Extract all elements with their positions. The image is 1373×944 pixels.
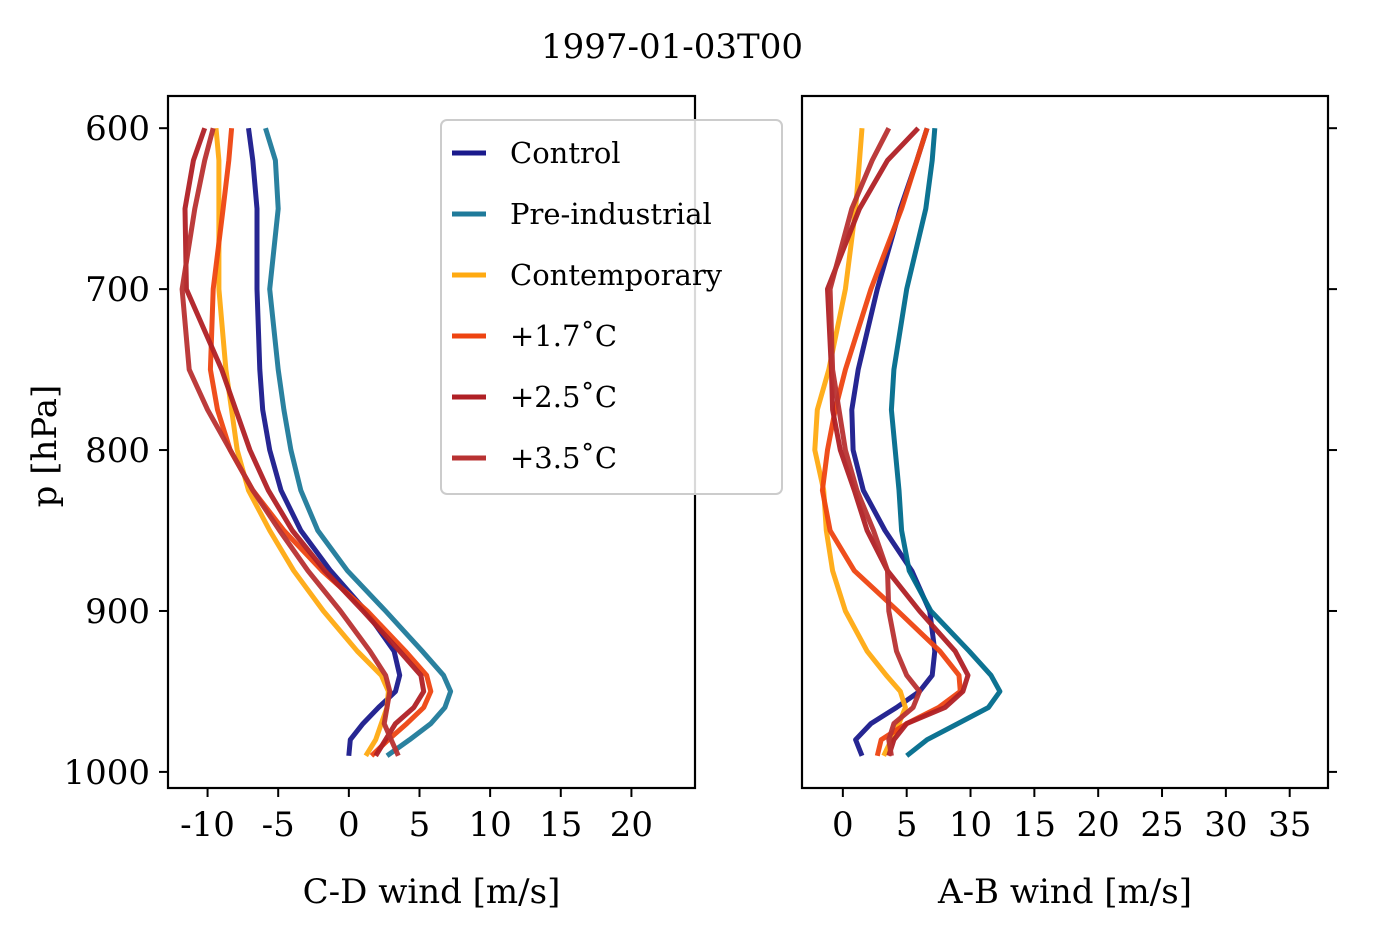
right-xtick-label: 35 — [1268, 805, 1311, 845]
right-xtick-label: 30 — [1204, 805, 1247, 845]
right-xtick-label: 25 — [1140, 805, 1183, 845]
legend-label-6: +3.5˚C — [510, 441, 617, 475]
left-xtick-label: 20 — [610, 805, 653, 845]
right-xtick-label: 15 — [1013, 805, 1056, 845]
left-x-axis-label: C-D wind [m/s] — [303, 872, 561, 912]
right-series-line-6 — [827, 127, 922, 757]
left-ytick-label: 900 — [85, 592, 150, 632]
right-panel-ab-wind: 0 5 10 15 20 25 30 35 A-B wind [m/s] — [800, 94, 1337, 912]
legend-label-4: +1.7˚C — [510, 319, 617, 353]
left-ytick-label: 600 — [85, 109, 150, 149]
right-xtick-label: 20 — [1077, 805, 1120, 845]
figure-title: 1997-01-03T00 — [541, 27, 803, 67]
left-series-line-4 — [207, 127, 434, 758]
left-xtick-label: -5 — [262, 805, 295, 845]
right-series-line-2 — [888, 127, 1003, 758]
right-x-axis-label: A-B wind [m/s] — [937, 872, 1192, 912]
right-xtick-label: 0 — [832, 805, 854, 845]
right-series-group — [812, 126, 1003, 758]
legend-label-2: Pre-industrial — [510, 197, 712, 231]
legend: Control Pre-industrial Contemporary +1.7˚C +… — [440, 119, 783, 495]
left-xtick-label: -10 — [180, 805, 235, 845]
left-series-line-1 — [246, 127, 403, 757]
right-xtick-label: 10 — [949, 805, 992, 845]
left-xtick-label: 5 — [409, 805, 431, 845]
legend-frame — [440, 119, 783, 495]
left-panel-cd-wind: -10 -5 0 5 10 15 20 600 700 800 900 1000 C-D wind [m… — [25, 94, 697, 912]
right-xtick-label: 5 — [896, 805, 918, 845]
left-ytick-label: 800 — [85, 431, 150, 471]
left-xtick-label: 0 — [338, 805, 360, 845]
legend-label-5: +2.5˚C — [510, 380, 617, 414]
left-ytick-label: 1000 — [63, 753, 150, 793]
left-ytick-label: 700 — [85, 270, 150, 310]
right-axes-frame — [800, 94, 1330, 790]
left-series-line-3 — [213, 127, 391, 758]
left-series-line-6 — [179, 127, 401, 757]
left-series-group — [179, 127, 454, 758]
right-series-line-1 — [849, 127, 938, 757]
left-xtick-label: 10 — [469, 805, 512, 845]
legend-label-3: Contemporary — [510, 258, 723, 292]
left-series-line-2 — [263, 127, 454, 758]
left-xtick-label: 15 — [539, 805, 582, 845]
left-y-axis-label: p [hPa] — [25, 385, 65, 508]
legend-label-1: Control — [510, 136, 621, 170]
right-series-line-3 — [812, 128, 908, 757]
